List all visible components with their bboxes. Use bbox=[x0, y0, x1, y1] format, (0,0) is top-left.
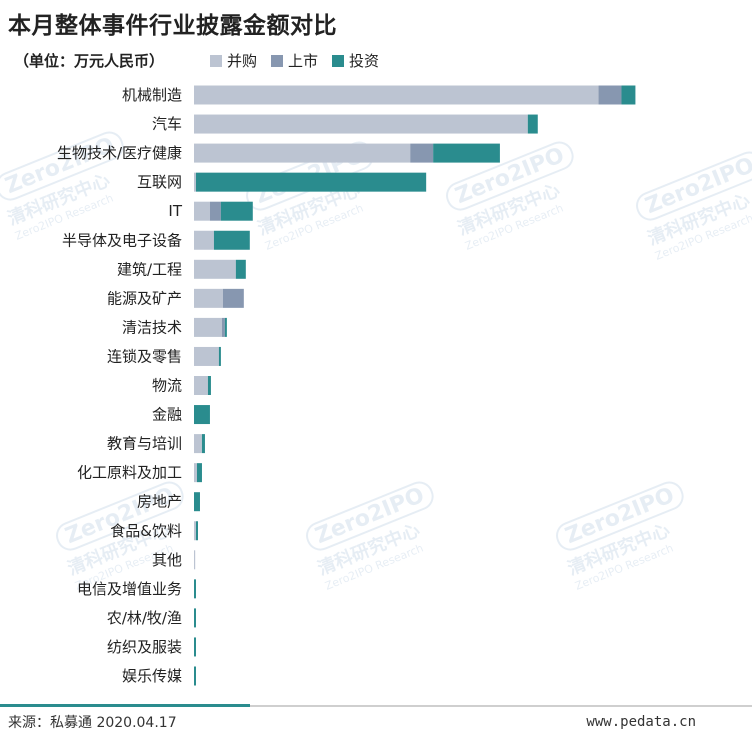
bar-segment bbox=[201, 434, 205, 454]
bar-segment bbox=[194, 376, 208, 395]
bar-segment bbox=[433, 143, 500, 163]
bar-segment bbox=[194, 492, 200, 512]
bar-segment bbox=[194, 143, 411, 163]
bar-segment bbox=[195, 172, 427, 192]
category-label: 机械制造 bbox=[122, 86, 182, 104]
bar-segment bbox=[194, 85, 599, 105]
bar-segment bbox=[194, 550, 196, 570]
category-label: 连锁及零售 bbox=[107, 347, 182, 365]
unit-label: （单位：万元人民币） bbox=[14, 52, 165, 70]
category-label: 能源及矿产 bbox=[107, 289, 182, 307]
bar-segment bbox=[598, 85, 622, 105]
category-label: 教育与培训 bbox=[107, 435, 182, 453]
legend-item-merger: 并购 bbox=[210, 50, 257, 71]
legend: 并购 上市 投资 bbox=[210, 50, 379, 71]
bar-segment bbox=[527, 114, 538, 134]
bar-segment bbox=[194, 201, 210, 221]
legend-label-merger: 并购 bbox=[227, 52, 258, 70]
bar-segment bbox=[207, 376, 211, 395]
category-label: 娱乐传媒 bbox=[122, 667, 182, 685]
bar-segment bbox=[194, 114, 528, 134]
bar-segment bbox=[220, 201, 253, 221]
footer-accent-bar bbox=[0, 704, 250, 707]
bar-segment bbox=[194, 405, 210, 425]
legend-swatch-ipo bbox=[271, 54, 284, 67]
category-label: 房地产 bbox=[137, 493, 182, 511]
bar-segment bbox=[194, 172, 196, 192]
bar-segment bbox=[194, 666, 196, 686]
category-label: 建筑/工程 bbox=[117, 260, 182, 278]
category-label: 金融 bbox=[152, 406, 182, 424]
category-label: 纺织及服装 bbox=[107, 638, 182, 656]
bar-segment bbox=[194, 463, 197, 483]
category-label: 食品&饮料 bbox=[110, 522, 182, 540]
category-label: IT bbox=[168, 202, 182, 220]
category-label: 生物技术/医疗健康 bbox=[57, 144, 182, 162]
bar-segment bbox=[235, 259, 246, 279]
bar-segment bbox=[621, 85, 636, 105]
category-label: 互联网 bbox=[137, 173, 182, 191]
bar-segment bbox=[195, 521, 198, 541]
bar-segment bbox=[213, 230, 250, 250]
bar-segment bbox=[194, 346, 219, 366]
chart-title: 本月整体事件行业披露金额对比 bbox=[8, 13, 337, 39]
bar-segment bbox=[221, 317, 225, 337]
legend-item-ipo: 上市 bbox=[271, 50, 318, 71]
bar-segment bbox=[410, 143, 434, 163]
bar-segment bbox=[194, 521, 196, 541]
bar-segment bbox=[194, 434, 202, 454]
source-note: 来源：私募通 2020.04.17 bbox=[8, 715, 177, 731]
legend-item-investment: 投资 bbox=[332, 50, 379, 71]
bar-segment bbox=[222, 288, 244, 308]
bar-segment bbox=[194, 230, 214, 250]
footer-divider bbox=[0, 705, 752, 707]
bar-segment bbox=[196, 463, 202, 483]
bar-segment bbox=[194, 637, 196, 657]
category-label: 半导体及电子设备 bbox=[62, 231, 182, 249]
category-label: 物流 bbox=[152, 377, 182, 395]
category-label: 清洁技术 bbox=[122, 318, 182, 336]
category-label: 农/林/牧/渔 bbox=[107, 609, 182, 627]
bar-segment bbox=[194, 608, 196, 628]
bar-segment bbox=[194, 288, 223, 308]
site-url: www.pedata.cn bbox=[586, 714, 696, 730]
bar-segment bbox=[224, 317, 227, 337]
legend-label-ipo: 上市 bbox=[288, 52, 319, 70]
legend-swatch-investment bbox=[332, 54, 345, 67]
category-label: 其他 bbox=[152, 551, 182, 569]
category-label: 化工原料及加工 bbox=[77, 464, 182, 482]
legend-swatch-merger bbox=[210, 54, 222, 67]
bar-segment bbox=[194, 317, 222, 337]
category-label: 汽车 bbox=[152, 115, 182, 133]
bar-segment bbox=[194, 259, 236, 279]
bar-segment bbox=[218, 346, 221, 366]
legend-label-investment: 投资 bbox=[349, 52, 380, 70]
bar-segment bbox=[209, 201, 221, 221]
bar-segment bbox=[194, 579, 196, 599]
category-label: 电信及增值业务 bbox=[77, 580, 182, 598]
